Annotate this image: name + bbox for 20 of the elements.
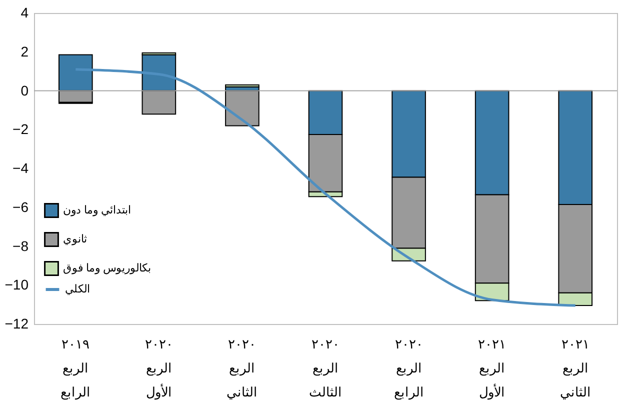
y-tick-label: 2 [20,43,29,60]
legend-label: بكالوريوس وما فوق [63,262,152,274]
x-tick-label: ٢٠٢١ الربع الثاني [560,336,591,400]
legend-label: الكلي [65,284,90,296]
legend-label: ابتدائي وما دون [63,204,132,216]
x-tick-label: ٢٠٢٠ الربع الثالث [309,336,342,400]
y-tick-label: 0 [20,82,29,98]
y-tick-label: −4 [12,160,29,176]
y-tick-label: 4 [20,4,29,20]
x-tick-label: ٢٠٢٠ الربع الأول [144,336,173,400]
x-tick-label: ٢٠٢٠ الربع الرابع [394,336,424,400]
y-tick-label: −8 [12,238,29,254]
y-tick-label: −12 [4,316,29,332]
y-tick-label: −6 [12,198,29,215]
y-tick-label: −2 [12,121,29,138]
y-tick-label: −10 [4,276,29,293]
x-tick-label: ٢٠٢١ الربع الأول [478,336,506,400]
x-tick-label: ٢٠٢٠ الربع الثاني [226,336,258,400]
legend-label: ثانوي [63,234,87,246]
x-tick-label: ٢٠١٩ الربع الرابع [60,336,91,400]
